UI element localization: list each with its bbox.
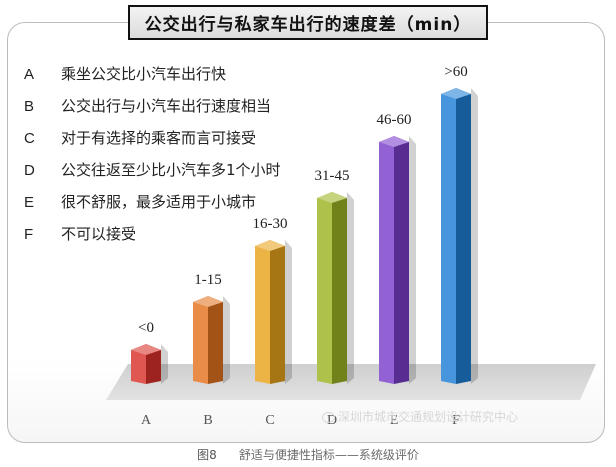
- figure-caption: 图8 舒适与便捷性指标——系统级评价: [0, 446, 616, 463]
- legend-text: 不可以接受: [61, 225, 137, 243]
- wechat-icon: [322, 412, 335, 423]
- bar-shadow: [409, 136, 416, 384]
- legend-item-f: F 不可以接受: [24, 218, 281, 250]
- bar-left-face: [441, 88, 456, 384]
- bar-shadow: [471, 88, 478, 384]
- legend-text: 很不舒服，最多适用于小城市: [61, 193, 257, 211]
- bar-left-face: [131, 344, 146, 384]
- category-label-b: B: [203, 413, 212, 428]
- bar-right-face: [208, 296, 223, 384]
- bar-right-face: [270, 240, 285, 384]
- chart-title: 公交出行与私家车出行的速度差（min）: [128, 5, 488, 40]
- value-label-c: 16-30: [253, 216, 288, 232]
- bar-right-face: [456, 88, 471, 384]
- bar-f: [441, 88, 478, 384]
- caption-text: 舒适与便捷性指标——系统级评价: [238, 448, 419, 462]
- legend-item-d: D 公交往返至少比小汽车多1个小时: [24, 154, 281, 186]
- category-label-f: F: [452, 413, 460, 428]
- bar-left-face: [255, 240, 270, 384]
- category-label-c: C: [265, 413, 274, 428]
- chart-floor: [106, 364, 596, 400]
- bars-layer: [131, 88, 478, 384]
- watermark-text: 深圳市城市交通规划设计研究中心: [338, 410, 519, 424]
- bar-shadow: [347, 192, 354, 384]
- bar-b: [193, 296, 230, 384]
- bar-shadow: [223, 296, 230, 384]
- bar-top: [131, 344, 161, 355]
- bar-left-face: [379, 136, 394, 384]
- bar-e: [379, 136, 416, 384]
- value-label-e: 46-60: [377, 112, 412, 128]
- bar-shadow: [161, 344, 168, 384]
- bar-left-face: [317, 192, 332, 384]
- legend-key: A: [24, 66, 35, 83]
- bar-top: [193, 296, 223, 307]
- legend-text: 对于有选择的乘客而言可接受: [61, 129, 257, 147]
- legend-key: F: [24, 226, 34, 243]
- watermark: 深圳市城市交通规划设计研究中心: [322, 408, 518, 425]
- legend-key: C: [24, 130, 35, 147]
- legend-item-e: E 很不舒服，最多适用于小城市: [24, 186, 281, 218]
- legend-item-b: B 公交出行与小汽车出行速度相当: [24, 90, 281, 122]
- category-label-e: E: [390, 413, 399, 428]
- figure-number: 图8: [197, 448, 217, 462]
- bar-left-face: [193, 296, 208, 384]
- bar-right-face: [394, 136, 409, 384]
- bar-d: [317, 192, 354, 384]
- bar-top: [441, 88, 471, 99]
- legend-text: 公交出行与小汽车出行速度相当: [61, 97, 272, 115]
- bar-a: [131, 344, 168, 384]
- bar-top: [379, 136, 409, 147]
- bar-top: [317, 192, 347, 203]
- category-label-a: A: [141, 413, 152, 428]
- bar-right-face: [146, 344, 161, 384]
- legend-key: B: [24, 98, 35, 115]
- value-label-f: >60: [444, 64, 467, 80]
- bar-top: [255, 240, 285, 251]
- legend-item-c: C 对于有选择的乘客而言可接受: [24, 122, 281, 154]
- legend: A 乘坐公交比小汽车出行快 B 公交出行与小汽车出行速度相当 C 对于有选择的乘客而言…: [24, 58, 281, 250]
- legend-text: 公交往返至少比小汽车多1个小时: [61, 161, 281, 179]
- legend-key: E: [24, 194, 35, 211]
- bar-right-face: [332, 192, 347, 384]
- bar-shadow: [285, 240, 292, 384]
- value-label-d: 31-45: [315, 168, 350, 184]
- legend-item-a: A 乘坐公交比小汽车出行快: [24, 58, 281, 90]
- value-label-a: <0: [138, 320, 154, 336]
- legend-key: D: [24, 162, 35, 179]
- bar-c: [255, 240, 292, 384]
- value-label-b: 1-15: [194, 272, 222, 288]
- legend-text: 乘坐公交比小汽车出行快: [61, 65, 227, 83]
